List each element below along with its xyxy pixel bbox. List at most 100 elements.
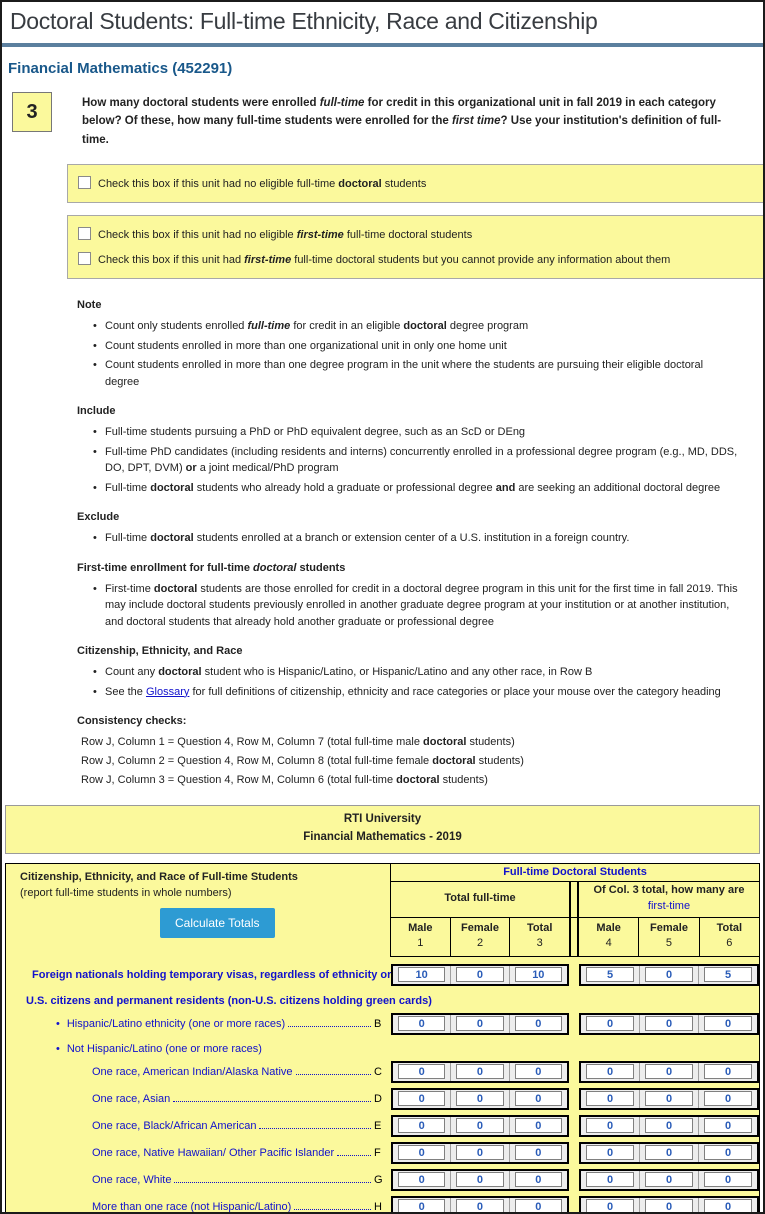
input-d-col2[interactable]	[456, 1091, 504, 1107]
consistency-line: Row J, Column 3 = Question 4, Row M, Col…	[81, 774, 488, 787]
input-e-col2[interactable]	[456, 1118, 504, 1134]
consistency-line: Row J, Column 1 = Question 4, Row M, Col…	[81, 736, 515, 749]
input-c-col1[interactable]	[398, 1064, 446, 1080]
question-text: How many doctoral students were enrolled…	[82, 97, 722, 146]
input-a-col1[interactable]	[398, 967, 446, 983]
column-group-divider	[569, 881, 579, 917]
question-number: 3	[12, 92, 52, 132]
note-item: Count students enrolled in more than one…	[93, 357, 739, 390]
no-first-time-label: Check this box if this unit had no eligi…	[98, 229, 473, 242]
input-e-col3[interactable]	[514, 1118, 562, 1134]
full-time-doctoral-title: Full-time Doctoral Students	[391, 864, 759, 882]
input-e-col4[interactable]	[586, 1118, 634, 1134]
input-g-col4[interactable]	[586, 1172, 634, 1188]
no-doctoral-students-box: Check this box if this unit had no eligi…	[67, 164, 763, 204]
glossary-link[interactable]: Glossary	[145, 685, 190, 698]
input-c-col4[interactable]	[586, 1064, 634, 1080]
citizenship-item: Count any doctoral student who is Hispan…	[93, 664, 739, 681]
input-g-col2[interactable]	[456, 1172, 504, 1188]
input-f-col1[interactable]	[398, 1145, 446, 1161]
row-e-letter: E	[374, 1119, 382, 1132]
input-b-col6[interactable]	[704, 1016, 752, 1032]
input-d-col4[interactable]	[586, 1091, 634, 1107]
input-a-col4[interactable]	[586, 967, 634, 983]
input-h-col5[interactable]	[645, 1199, 693, 1212]
input-g-col3[interactable]	[514, 1172, 562, 1188]
dot-leader	[295, 1073, 371, 1075]
include-item: Full-time doctoral students who already …	[93, 480, 739, 497]
input-h-col2[interactable]	[456, 1199, 504, 1212]
us-citizens-section-row: U.S. citizens and permanent residents (n…	[6, 992, 759, 1010]
table-left-header: Citizenship, Ethnicity, and Race of Full…	[6, 863, 391, 957]
us-citizens-section-label: U.S. citizens and permanent residents (n…	[26, 994, 432, 1007]
row-d-letter: D	[374, 1092, 382, 1105]
row-category-title: Citizenship, Ethnicity, and Race of Full…	[20, 870, 298, 883]
dot-leader	[288, 1025, 371, 1027]
input-c-col6[interactable]	[704, 1064, 752, 1080]
first-time-no-info-label: Check this box if this unit had first-ti…	[98, 253, 671, 266]
input-e-col6[interactable]	[704, 1118, 752, 1134]
no-first-time-checkbox[interactable]	[78, 227, 91, 241]
input-h-col1[interactable]	[398, 1199, 446, 1212]
consistency-heading: Consistency checks:	[77, 715, 187, 728]
input-f-col4[interactable]	[586, 1145, 634, 1161]
input-c-col2[interactable]	[456, 1064, 504, 1080]
input-h-col3[interactable]	[514, 1199, 562, 1212]
input-g-col6[interactable]	[704, 1172, 752, 1188]
input-d-col3[interactable]	[514, 1091, 562, 1107]
input-b-col5[interactable]	[645, 1016, 693, 1032]
input-c-col5[interactable]	[645, 1064, 693, 1080]
row-h-letter: H	[374, 1200, 382, 1213]
input-a-col5[interactable]	[645, 967, 693, 983]
no-doctoral-students-checkbox[interactable]	[78, 176, 91, 190]
input-d-col5[interactable]	[645, 1091, 693, 1107]
input-f-col5[interactable]	[645, 1145, 693, 1161]
first-time-no-info-checkbox[interactable]	[78, 251, 91, 265]
input-a-col2[interactable]	[456, 967, 504, 983]
first-time-item: First-time doctoral students are those e…	[93, 581, 739, 631]
col-header-3: Total 3	[526, 921, 553, 950]
input-f-col2[interactable]	[456, 1145, 504, 1161]
row-g-label: One race, White	[92, 1173, 172, 1186]
not-hispanic-section-label: Not Hispanic/Latino (one or more races)	[66, 1042, 262, 1055]
row-g-letter: G	[374, 1173, 383, 1186]
instructions: Note Count only students enrolled full-t…	[77, 299, 739, 789]
note-heading: Note	[77, 299, 102, 312]
input-a-col6[interactable]	[704, 967, 752, 983]
input-a-col3[interactable]	[514, 967, 562, 983]
include-heading: Include	[77, 405, 116, 418]
row-a-label: Foreign nationals holding temporary visa…	[32, 968, 418, 981]
first-time-group-line2: first-time	[647, 900, 691, 913]
table-row-g: One race, White G	[6, 1168, 759, 1191]
input-g-col5[interactable]	[645, 1172, 693, 1188]
input-b-col3[interactable]	[514, 1016, 562, 1032]
table-row-a: Foreign nationals holding temporary visa…	[6, 963, 759, 986]
calculate-totals-button-top[interactable]: Calculate Totals	[160, 907, 275, 938]
row-e-label: One race, Black/African American	[92, 1119, 257, 1132]
input-f-col3[interactable]	[514, 1145, 562, 1161]
input-g-col1[interactable]	[398, 1172, 446, 1188]
col-header-6: Total 6	[716, 921, 743, 950]
input-d-col6[interactable]	[704, 1091, 752, 1107]
input-c-col3[interactable]	[514, 1064, 562, 1080]
table-row-h: More than one race (not Hispanic/Latino)…	[6, 1195, 759, 1213]
first-time-options-box: Check this box if this unit had no eligi…	[67, 215, 763, 280]
input-d-col1[interactable]	[398, 1091, 446, 1107]
col-header-1: Male 1	[391, 917, 451, 956]
input-b-col1[interactable]	[398, 1016, 446, 1032]
input-e-col5[interactable]	[645, 1118, 693, 1134]
include-item: Full-time PhD candidates (including resi…	[93, 444, 739, 477]
input-f-col6[interactable]	[704, 1145, 752, 1161]
input-h-col4[interactable]	[586, 1199, 634, 1212]
input-h-col6[interactable]	[704, 1199, 752, 1212]
input-b-col4[interactable]	[586, 1016, 634, 1032]
input-b-col2[interactable]	[456, 1016, 504, 1032]
citizenship-heading: Citizenship, Ethnicity, and Race	[77, 645, 243, 658]
first-time-group-label: Of Col. 3 total, how many are first-time	[579, 882, 759, 917]
input-e-col1[interactable]	[398, 1118, 446, 1134]
col-header-4: Male 4	[579, 917, 640, 956]
include-item: Full-time students pursuing a PhD or PhD…	[93, 424, 739, 441]
exclude-heading: Exclude	[77, 511, 120, 524]
col-header-5: Female 5	[639, 917, 700, 956]
not-hispanic-section-row: Not Hispanic/Latino (one or more races)	[6, 1040, 759, 1058]
